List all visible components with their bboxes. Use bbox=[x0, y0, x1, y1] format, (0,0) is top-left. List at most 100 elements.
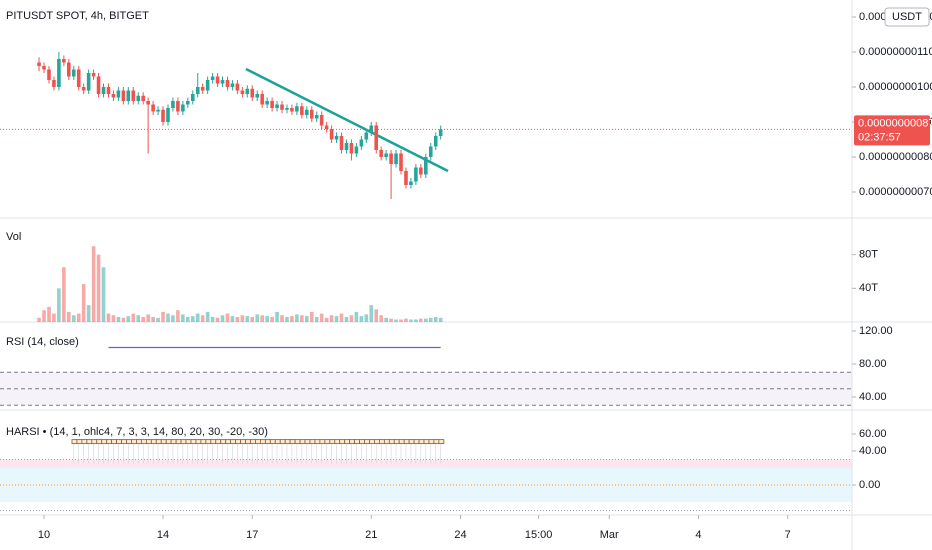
harsi-candle bbox=[220, 439, 227, 445]
volume-bar bbox=[81, 284, 86, 322]
currency: USDT bbox=[892, 11, 922, 23]
volume-bar bbox=[230, 316, 235, 322]
candle-body bbox=[171, 101, 175, 109]
harsi-band-ob bbox=[0, 459, 852, 468]
harsi-candle bbox=[418, 439, 425, 445]
x-tick-label: 17 bbox=[246, 529, 258, 541]
volume-bar bbox=[186, 316, 190, 322]
candle-body bbox=[161, 109, 165, 123]
harsi-candle bbox=[210, 439, 217, 445]
volume-bar bbox=[91, 246, 96, 322]
volume-bar bbox=[295, 314, 299, 322]
x-tick-label: 21 bbox=[365, 529, 377, 541]
harsi-candle bbox=[76, 439, 83, 445]
volume-bar bbox=[166, 313, 170, 322]
harsi-candle bbox=[235, 439, 241, 445]
harsi-candle bbox=[185, 439, 192, 445]
candle-body bbox=[255, 94, 260, 98]
volume-bar bbox=[220, 315, 225, 322]
volume-bar bbox=[364, 314, 369, 322]
candle-body bbox=[285, 108, 289, 110]
harsi-candle bbox=[264, 439, 271, 445]
harsi-candle bbox=[344, 439, 351, 445]
harsi-candle bbox=[255, 439, 261, 445]
harsi-candle bbox=[354, 439, 360, 445]
volume-bar bbox=[309, 311, 314, 322]
harsi-candle bbox=[259, 439, 266, 445]
harsi-candle bbox=[408, 439, 415, 445]
volume-bar bbox=[42, 310, 46, 322]
volume-bar bbox=[265, 316, 269, 322]
volume-bar bbox=[433, 316, 438, 322]
candle-body bbox=[230, 83, 235, 88]
volume-bar bbox=[67, 311, 71, 322]
harsi-candle bbox=[250, 439, 256, 445]
volume-bar bbox=[245, 316, 250, 322]
harsi-candle bbox=[393, 439, 400, 445]
volume-bar bbox=[116, 316, 121, 322]
harsi-candle bbox=[155, 439, 162, 445]
candle-body bbox=[414, 167, 418, 182]
candle-body bbox=[141, 95, 145, 102]
volume-bar bbox=[260, 315, 264, 322]
volume-title: Vol bbox=[6, 231, 21, 243]
candle-body bbox=[349, 143, 354, 154]
harsi-candle bbox=[145, 439, 152, 445]
candle-body bbox=[309, 109, 314, 119]
candle-body bbox=[270, 101, 274, 109]
candle-body bbox=[225, 80, 230, 88]
volume-bar bbox=[384, 317, 388, 322]
x-tick-label: 4 bbox=[695, 529, 701, 541]
candle-body bbox=[126, 90, 131, 102]
candle-body bbox=[91, 73, 96, 77]
candle-body bbox=[106, 87, 111, 95]
volume-bar bbox=[324, 317, 329, 322]
rsi-title: RSI (14, close) bbox=[6, 336, 79, 348]
candle-body bbox=[200, 87, 205, 91]
volume-bar bbox=[334, 316, 339, 322]
volume-bar bbox=[354, 311, 359, 322]
candle-body bbox=[235, 83, 240, 91]
candle-body bbox=[146, 101, 150, 105]
volume-bar bbox=[414, 319, 418, 322]
volume-bar bbox=[171, 315, 175, 322]
harsi-candle bbox=[101, 439, 108, 445]
volume-bar bbox=[52, 313, 56, 322]
harsi-candle bbox=[215, 439, 222, 445]
candle-body bbox=[419, 167, 423, 175]
candle-body bbox=[215, 76, 220, 84]
volume-bar bbox=[210, 316, 215, 322]
last-price-label: 0.000000000879 bbox=[858, 117, 932, 129]
candle-body bbox=[136, 95, 141, 102]
volume-bar bbox=[96, 254, 101, 322]
harsi-candle bbox=[170, 439, 177, 445]
candle-body bbox=[240, 90, 245, 95]
volume-bar bbox=[71, 315, 76, 322]
candle-body bbox=[409, 181, 413, 185]
candle-body bbox=[37, 62, 41, 67]
trend-line bbox=[245, 67, 449, 173]
harsi-candle bbox=[319, 439, 326, 445]
candle-body bbox=[205, 80, 210, 91]
harsi-candle bbox=[314, 439, 321, 445]
volume-bar bbox=[101, 267, 106, 322]
harsi-candle bbox=[369, 439, 375, 445]
volume-bar bbox=[339, 313, 344, 322]
harsi-title: HARSI • (14, 1, ohlc4, 7, 3, 3, 14, 80, … bbox=[6, 426, 268, 438]
candle-body bbox=[374, 125, 379, 150]
candle-body bbox=[195, 87, 200, 95]
candle-body bbox=[245, 88, 250, 95]
harsi-candle bbox=[274, 439, 281, 445]
candle-body bbox=[404, 170, 408, 185]
candle-body bbox=[57, 59, 61, 88]
harsi-candle bbox=[423, 439, 430, 445]
harsi-candle bbox=[378, 439, 385, 445]
volume-bar bbox=[409, 319, 413, 322]
candle-body bbox=[181, 104, 185, 112]
volume-bar bbox=[37, 317, 41, 322]
harsi-candle bbox=[294, 439, 301, 445]
y-tick-label: 0.000000001000 bbox=[859, 81, 932, 93]
candle-body bbox=[399, 153, 403, 171]
